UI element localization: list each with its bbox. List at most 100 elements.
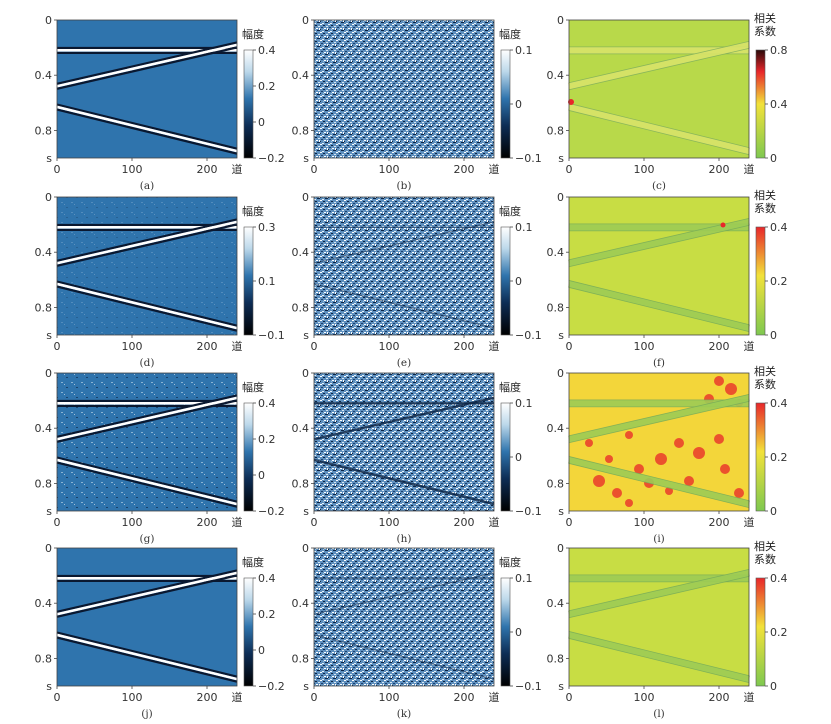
colorbar-tick-i-0: 0.4 xyxy=(770,397,788,410)
corr-hotspot-i-5 xyxy=(693,447,705,459)
event-dark-j-2 xyxy=(56,631,238,678)
colorbar-tick-d-0: 0.3 xyxy=(258,221,276,234)
event-dark2-d-2 xyxy=(56,285,238,332)
event-k-2 xyxy=(313,634,495,680)
event-dark2-j-2 xyxy=(56,636,238,683)
x-tick-a-0: 0 xyxy=(54,163,61,176)
colorbar-b xyxy=(500,49,511,159)
y-unit-j: s xyxy=(46,680,52,693)
x-unit-b: 道 xyxy=(489,162,500,176)
colorbar-tick-h-0: 0.1 xyxy=(515,397,533,410)
corr-hotspot-i-10 xyxy=(720,464,730,474)
colorbar-tick-a-0: 0.4 xyxy=(258,44,276,57)
corr-edge2-c-1 xyxy=(568,47,750,91)
panel-caption-c: (c) xyxy=(652,180,666,192)
y-tick-f-1: 0.4 xyxy=(547,246,565,259)
event-dark2-g-2 xyxy=(56,461,238,508)
corr-hotspot-i-17 xyxy=(734,488,744,498)
corr-band-i-2 xyxy=(568,456,750,508)
colorbar-title-k-0: 幅度 xyxy=(499,555,521,569)
x-unit-k: 道 xyxy=(489,690,500,704)
colorbar-tick-c-2: 0 xyxy=(770,152,777,165)
corr-hotspot-i-15 xyxy=(665,487,673,495)
x-tick-j-0: 0 xyxy=(54,691,61,704)
y-tick-e-1: 0.4 xyxy=(292,246,310,259)
x-tick-f-1: 100 xyxy=(634,340,655,353)
x-tick-b-0: 0 xyxy=(311,163,318,176)
event-d-1 xyxy=(56,220,238,265)
event-dark2-a-2 xyxy=(56,108,238,155)
colorbar-tick-g-1: 0.2 xyxy=(258,433,276,446)
x-unit-g: 道 xyxy=(232,515,243,529)
x-tick-j-1: 100 xyxy=(122,691,143,704)
colorbar-tick-l-1: 0.2 xyxy=(770,626,788,639)
corr-hotspot-i-9 xyxy=(684,476,694,486)
corr-peak-c xyxy=(568,99,574,105)
event-a-2 xyxy=(56,105,238,153)
y-tick-g-0: 0 xyxy=(45,367,52,380)
y-tick-j-1: 0.4 xyxy=(35,597,53,610)
colorbar-tick-b-1: 0 xyxy=(515,98,522,111)
event-dark-a-2 xyxy=(56,103,238,150)
y-tick-l-0: 0 xyxy=(557,542,564,555)
x-tick-k-0: 0 xyxy=(311,691,318,704)
colorbar-tick-c-1: 0.4 xyxy=(770,98,788,111)
event-dark-d-1 xyxy=(56,218,238,262)
colorbar-tick-l-2: 0 xyxy=(770,680,777,693)
y-tick-f-2: 0.8 xyxy=(547,301,565,314)
colorbar-i xyxy=(755,402,766,512)
x-tick-d-1: 100 xyxy=(122,340,143,353)
corr-hotspot-i-3 xyxy=(655,453,667,465)
colorbar-title-h-0: 幅度 xyxy=(499,380,521,394)
panel-caption-g: (g) xyxy=(140,533,155,545)
corr-hotspot-i-16 xyxy=(585,439,593,447)
x-tick-a-1: 100 xyxy=(122,163,143,176)
panel-caption-f: (f) xyxy=(653,357,665,369)
event-dark2-j-1 xyxy=(56,574,238,618)
corr-edge-i-1 xyxy=(568,393,750,437)
panel-caption-e: (e) xyxy=(397,357,411,369)
colorbar-tick-l-0: 0.4 xyxy=(770,572,788,585)
colorbar-tick-a-1: 0.2 xyxy=(258,80,276,93)
colorbar-tick-e-1: 0 xyxy=(515,275,522,288)
colorbar-tick-a-2: 0 xyxy=(258,116,265,129)
x-unit-d: 道 xyxy=(232,339,243,353)
colorbar-title-l-0: 相关 xyxy=(754,539,776,553)
y-tick-k-0: 0 xyxy=(302,542,309,555)
x-tick-l-1: 100 xyxy=(634,691,655,704)
colorbar-tick-f-2: 0 xyxy=(770,329,777,342)
corr-band-l-2 xyxy=(568,631,750,683)
y-tick-b-1: 0.4 xyxy=(292,69,310,82)
y-unit-d: s xyxy=(46,329,52,342)
y-unit-l: s xyxy=(558,680,564,693)
y-tick-k-1: 0.4 xyxy=(292,597,310,610)
y-tick-j-0: 0 xyxy=(45,542,52,555)
corr-edge2-f-2 xyxy=(568,287,750,332)
x-tick-j-2: 200 xyxy=(197,691,218,704)
corr-edge-i-2 xyxy=(568,456,750,501)
y-tick-d-1: 0.4 xyxy=(35,246,53,259)
colorbar-tick-k-0: 0.1 xyxy=(515,572,533,585)
corr-band-l-1 xyxy=(568,569,750,618)
colorbar-title-c-0: 相关 xyxy=(754,11,776,25)
panel-caption-d: (d) xyxy=(140,357,155,369)
colorbar-tick-b-0: 0.1 xyxy=(515,44,533,57)
colorbar-tick-j-0: 0.4 xyxy=(258,572,276,585)
corr-hotspot-i-4 xyxy=(674,438,684,448)
corr-hotspot-i-6 xyxy=(714,434,724,444)
y-tick-a-0: 0 xyxy=(45,14,52,27)
y-tick-j-2: 0.8 xyxy=(35,652,53,665)
colorbar-tick-i-1: 0.2 xyxy=(770,451,788,464)
x-tick-i-0: 0 xyxy=(566,516,573,529)
corr-band-c-1 xyxy=(568,41,750,90)
y-tick-d-0: 0 xyxy=(45,191,52,204)
colorbar-title-g-0: 幅度 xyxy=(242,380,264,394)
